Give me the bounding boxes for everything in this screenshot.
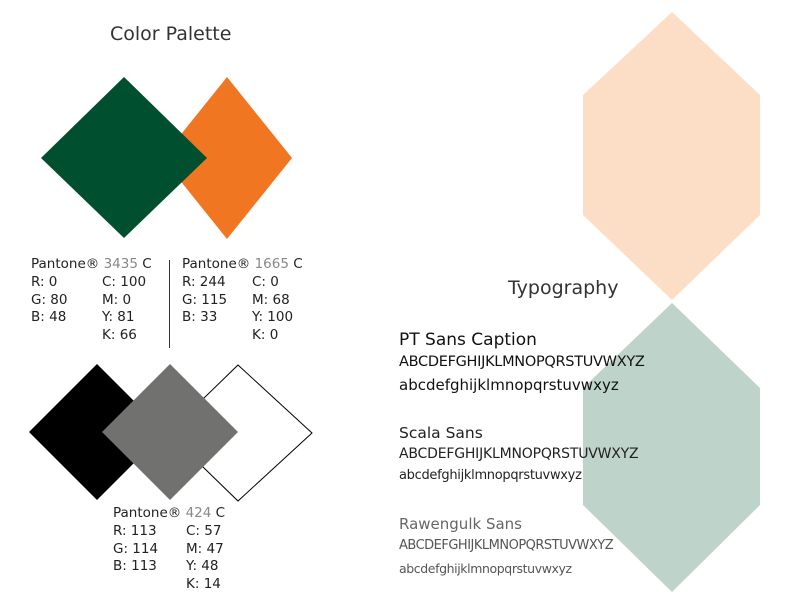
spec-divider xyxy=(169,260,170,348)
swatch-2-spec: Pantone® 1665 C R: 244 G: 115 B: 33 C: 0… xyxy=(182,256,303,343)
rgb-g: G: 80 xyxy=(31,291,68,308)
cmyk-k: K: 14 xyxy=(186,575,221,592)
rgb-r: R: 244 xyxy=(182,274,226,290)
cmyk-k: K: 66 xyxy=(102,326,137,343)
cmyk-c: C: 57 xyxy=(186,523,222,539)
rgb-r: R: 0 xyxy=(31,274,58,290)
cmyk-m: M: 47 xyxy=(186,540,224,557)
cmyk-y: Y: 100 xyxy=(252,309,294,325)
cmyk-m: M: 0 xyxy=(102,291,132,308)
color-palette-title: Color Palette xyxy=(110,23,232,45)
rgb-b: B: 48 xyxy=(31,309,67,325)
cmyk-k: K: 0 xyxy=(252,326,279,343)
pantone-suffix: C xyxy=(142,256,152,272)
gray-swatch xyxy=(102,364,238,500)
rgb-g: G: 114 xyxy=(113,540,159,557)
bottom-swatches xyxy=(29,364,313,502)
font-2-lowercase: abcdefghijklmnopqrstuvwxyz xyxy=(399,468,582,483)
pantone-prefix: Pantone® xyxy=(182,256,251,272)
green-swatch xyxy=(41,77,207,238)
swatch-1-pantone: Pantone® 3435 C xyxy=(31,256,152,274)
black-swatch xyxy=(29,364,165,500)
swatch-3-pantone: Pantone® 424 C xyxy=(113,505,225,523)
pantone-code: 1665 xyxy=(254,256,289,272)
pantone-suffix: C xyxy=(215,505,226,521)
font-3-uppercase: ABCDEFGHIJKLMNOPQRSTUVWXYZ xyxy=(399,538,614,553)
cmyk-y: Y: 48 xyxy=(186,558,219,574)
top-swatches xyxy=(41,77,292,239)
font-3-lowercase: abcdefghijklmnopqrstuvwxyz xyxy=(399,561,572,576)
rgb-b: B: 113 xyxy=(113,558,157,574)
pantone-prefix: Pantone® xyxy=(113,505,182,521)
swatch-3-spec: Pantone® 424 C R: 113 G: 114 B: 113 C: 5… xyxy=(113,505,225,592)
font-1-uppercase: ABCDEFGHIJKLMNOPQRSTUVWXYZ xyxy=(399,354,645,370)
swatch-2-pantone: Pantone® 1665 C xyxy=(182,256,303,274)
cmyk-c: C: 100 xyxy=(102,274,147,290)
pantone-code: 424 xyxy=(185,505,212,521)
rgb-r: R: 113 xyxy=(113,523,157,539)
font-3-name: Rawengulk Sans xyxy=(399,515,522,533)
pantone-suffix: C xyxy=(293,256,303,272)
pantone-code: 3435 xyxy=(103,256,138,272)
typography-title: Typography xyxy=(508,277,619,299)
orange-swatch xyxy=(162,77,292,239)
font-1-name: PT Sans Caption xyxy=(399,330,537,350)
pantone-prefix: Pantone® xyxy=(31,256,100,272)
rgb-b: B: 33 xyxy=(182,309,218,325)
font-2-name: Scala Sans xyxy=(399,424,483,442)
rgb-g: G: 115 xyxy=(182,291,228,308)
swatch-1-spec: Pantone® 3435 C R: 0 G: 80 B: 48 C: 100 … xyxy=(31,256,152,343)
cmyk-y: Y: 81 xyxy=(102,309,135,325)
cmyk-m: M: 68 xyxy=(252,291,290,308)
sage-hexagon-shape xyxy=(583,303,760,592)
font-2-uppercase: ABCDEFGHIJKLMNOPQRSTUVWXYZ xyxy=(399,446,639,462)
font-1-lowercase: abcdefghijklmnopqrstuvwxyz xyxy=(399,376,619,394)
peach-hexagon-shape xyxy=(583,12,760,300)
cmyk-c: C: 0 xyxy=(252,274,279,290)
